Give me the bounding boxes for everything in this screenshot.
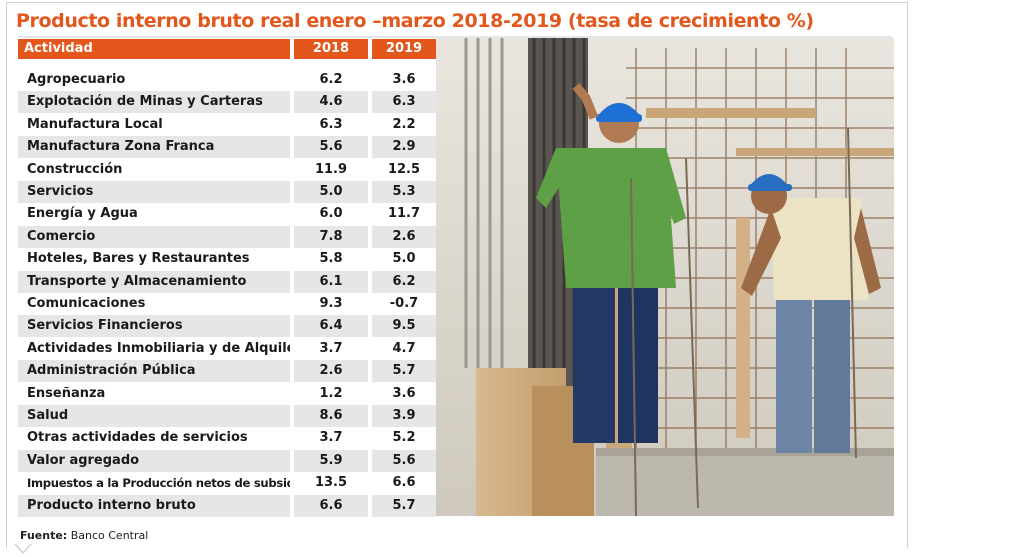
cell-2018: 5.6 — [294, 136, 368, 159]
cell-2019: 2.6 — [372, 225, 436, 248]
table-row: Servicios Financieros 6.4 9.5 — [18, 315, 436, 338]
cell-2018: 6.3 — [319, 116, 343, 132]
cell-actividad: Actividades Inmobiliaria y de Alquiler — [27, 340, 290, 356]
table-row: Enseñanza 1.2 3.6 — [18, 383, 436, 405]
cell-2018: 8.6 — [294, 405, 368, 427]
cell-2018: 9.3 — [319, 296, 343, 311]
cell-2019: 3.6 — [392, 72, 416, 87]
table-row: Producto interno bruto 6.6 5.7 — [18, 494, 436, 517]
table-row: Comunicaciones 9.3 -0.7 — [18, 293, 436, 315]
cell-2019: 5.3 — [372, 181, 436, 203]
cell-actividad: Valor agregado — [18, 449, 290, 472]
table-row: Otras actividades de servicios 3.7 5.2 — [18, 427, 436, 449]
cell-2019: 2.9 — [372, 136, 436, 159]
cell-actividad: Explotación de Minas y Carteras — [18, 91, 290, 114]
cell-actividad: Impuestos a la Producción netos de subsi… — [27, 476, 290, 491]
header-actividad: Actividad — [18, 39, 290, 59]
cell-2018: 1.2 — [319, 385, 343, 401]
cell-actividad: Servicios — [18, 181, 290, 203]
cell-actividad: Comercio — [18, 225, 290, 248]
header-2019: 2019 — [372, 39, 436, 59]
cell-actividad: Construcción — [27, 161, 123, 177]
cell-2019: 6.2 — [372, 270, 436, 293]
cell-2019: 3.6 — [392, 385, 416, 401]
construction-workers-photo — [436, 38, 894, 516]
table-row: Impuestos a la Producción netos de subsi… — [18, 472, 436, 494]
cell-2018: 6.1 — [294, 270, 368, 293]
source-text: Banco Central — [70, 529, 149, 542]
cell-2018: 6.6 — [294, 494, 368, 517]
cell-actividad: Salud — [18, 405, 290, 427]
table-row: Servicios 5.0 5.3 — [18, 181, 436, 203]
table-row: Energía y Agua 6.0 11.7 — [18, 203, 436, 225]
cell-2019: -0.7 — [389, 296, 419, 311]
cell-actividad: Comunicaciones — [27, 296, 146, 311]
cell-2019: 5.0 — [392, 251, 416, 267]
cell-2019: 11.7 — [387, 206, 421, 222]
cell-2019: 4.7 — [392, 340, 416, 356]
cell-actividad: Energía y Agua — [27, 206, 138, 222]
table-row: Administración Pública 2.6 5.7 — [18, 360, 436, 383]
cell-2018: 5.8 — [319, 251, 343, 267]
cell-2018: 11.9 — [314, 161, 348, 177]
cell-2018: 4.6 — [294, 91, 368, 114]
cell-actividad: Producto interno bruto — [18, 494, 290, 517]
table-row: Manufactura Local 6.3 2.2 — [18, 114, 436, 136]
table-row: Comercio 7.8 2.6 — [18, 225, 436, 248]
table-row: Actividades Inmobiliaria y de Alquiler 3.… — [18, 338, 436, 360]
cell-2018: 7.8 — [294, 225, 368, 248]
cell-actividad: Hoteles, Bares y Restaurantes — [27, 251, 250, 267]
cell-2018: 2.6 — [294, 360, 368, 383]
cell-actividad: Enseñanza — [27, 385, 106, 401]
cell-actividad: Manufactura Zona Franca — [18, 136, 290, 159]
source-note: Fuente: Banco Central — [20, 529, 148, 542]
cell-2019: 6.3 — [372, 91, 436, 114]
callout-pointer — [14, 543, 32, 554]
cell-actividad: Transporte y Almacenamiento — [18, 270, 290, 293]
cell-2019: 5.7 — [372, 494, 436, 517]
cell-2018: 6.2 — [319, 72, 343, 87]
table-row: Agropecuario 6.2 3.6 — [18, 69, 436, 91]
infographic-title: Producto interno bruto real enero –marzo… — [16, 10, 814, 32]
cell-2018: 3.7 — [319, 430, 343, 446]
cell-2019: 6.6 — [392, 475, 416, 491]
cell-2018: 3.7 — [319, 340, 343, 356]
cell-2019: 12.5 — [387, 161, 421, 177]
table-row: Transporte y Almacenamiento 6.1 6.2 — [18, 270, 436, 293]
cell-actividad: Agropecuario — [27, 72, 126, 87]
source-label: Fuente: — [20, 529, 68, 542]
cell-actividad: Otras actividades de servicios — [27, 430, 248, 446]
cell-actividad: Manufactura Local — [27, 116, 163, 132]
table-row: Construcción 11.9 12.5 — [18, 159, 436, 181]
cell-2019: 2.2 — [392, 116, 416, 132]
table-row: Manufactura Zona Franca 5.6 2.9 — [18, 136, 436, 159]
table-row: Salud 8.6 3.9 — [18, 405, 436, 427]
table-row: Hoteles, Bares y Restaurantes 5.8 5.0 — [18, 248, 436, 270]
cell-actividad: Servicios Financieros — [18, 315, 290, 338]
cell-actividad: Administración Pública — [18, 360, 290, 383]
cell-2018: 6.0 — [319, 206, 343, 222]
header-2018: 2018 — [294, 39, 368, 59]
table-row: Explotación de Minas y Carteras 4.6 6.3 — [18, 91, 436, 114]
cell-2018: 5.0 — [294, 181, 368, 203]
infographic-frame — [6, 2, 908, 548]
cell-2019: 3.9 — [372, 405, 436, 427]
cell-2018: 5.9 — [294, 449, 368, 472]
cell-2019: 9.5 — [372, 315, 436, 338]
table-row: Valor agregado 5.9 5.6 — [18, 449, 436, 472]
cell-2019: 5.6 — [372, 449, 436, 472]
cell-2018: 6.4 — [294, 315, 368, 338]
cell-2019: 5.2 — [392, 430, 416, 446]
cell-2018: 13.5 — [314, 475, 348, 491]
gdp-growth-table: Actividad 2018 2019 Agropecuario 6.2 3.6 Ex… — [18, 39, 436, 517]
cell-2019: 5.7 — [372, 360, 436, 383]
title-divider — [18, 36, 892, 38]
